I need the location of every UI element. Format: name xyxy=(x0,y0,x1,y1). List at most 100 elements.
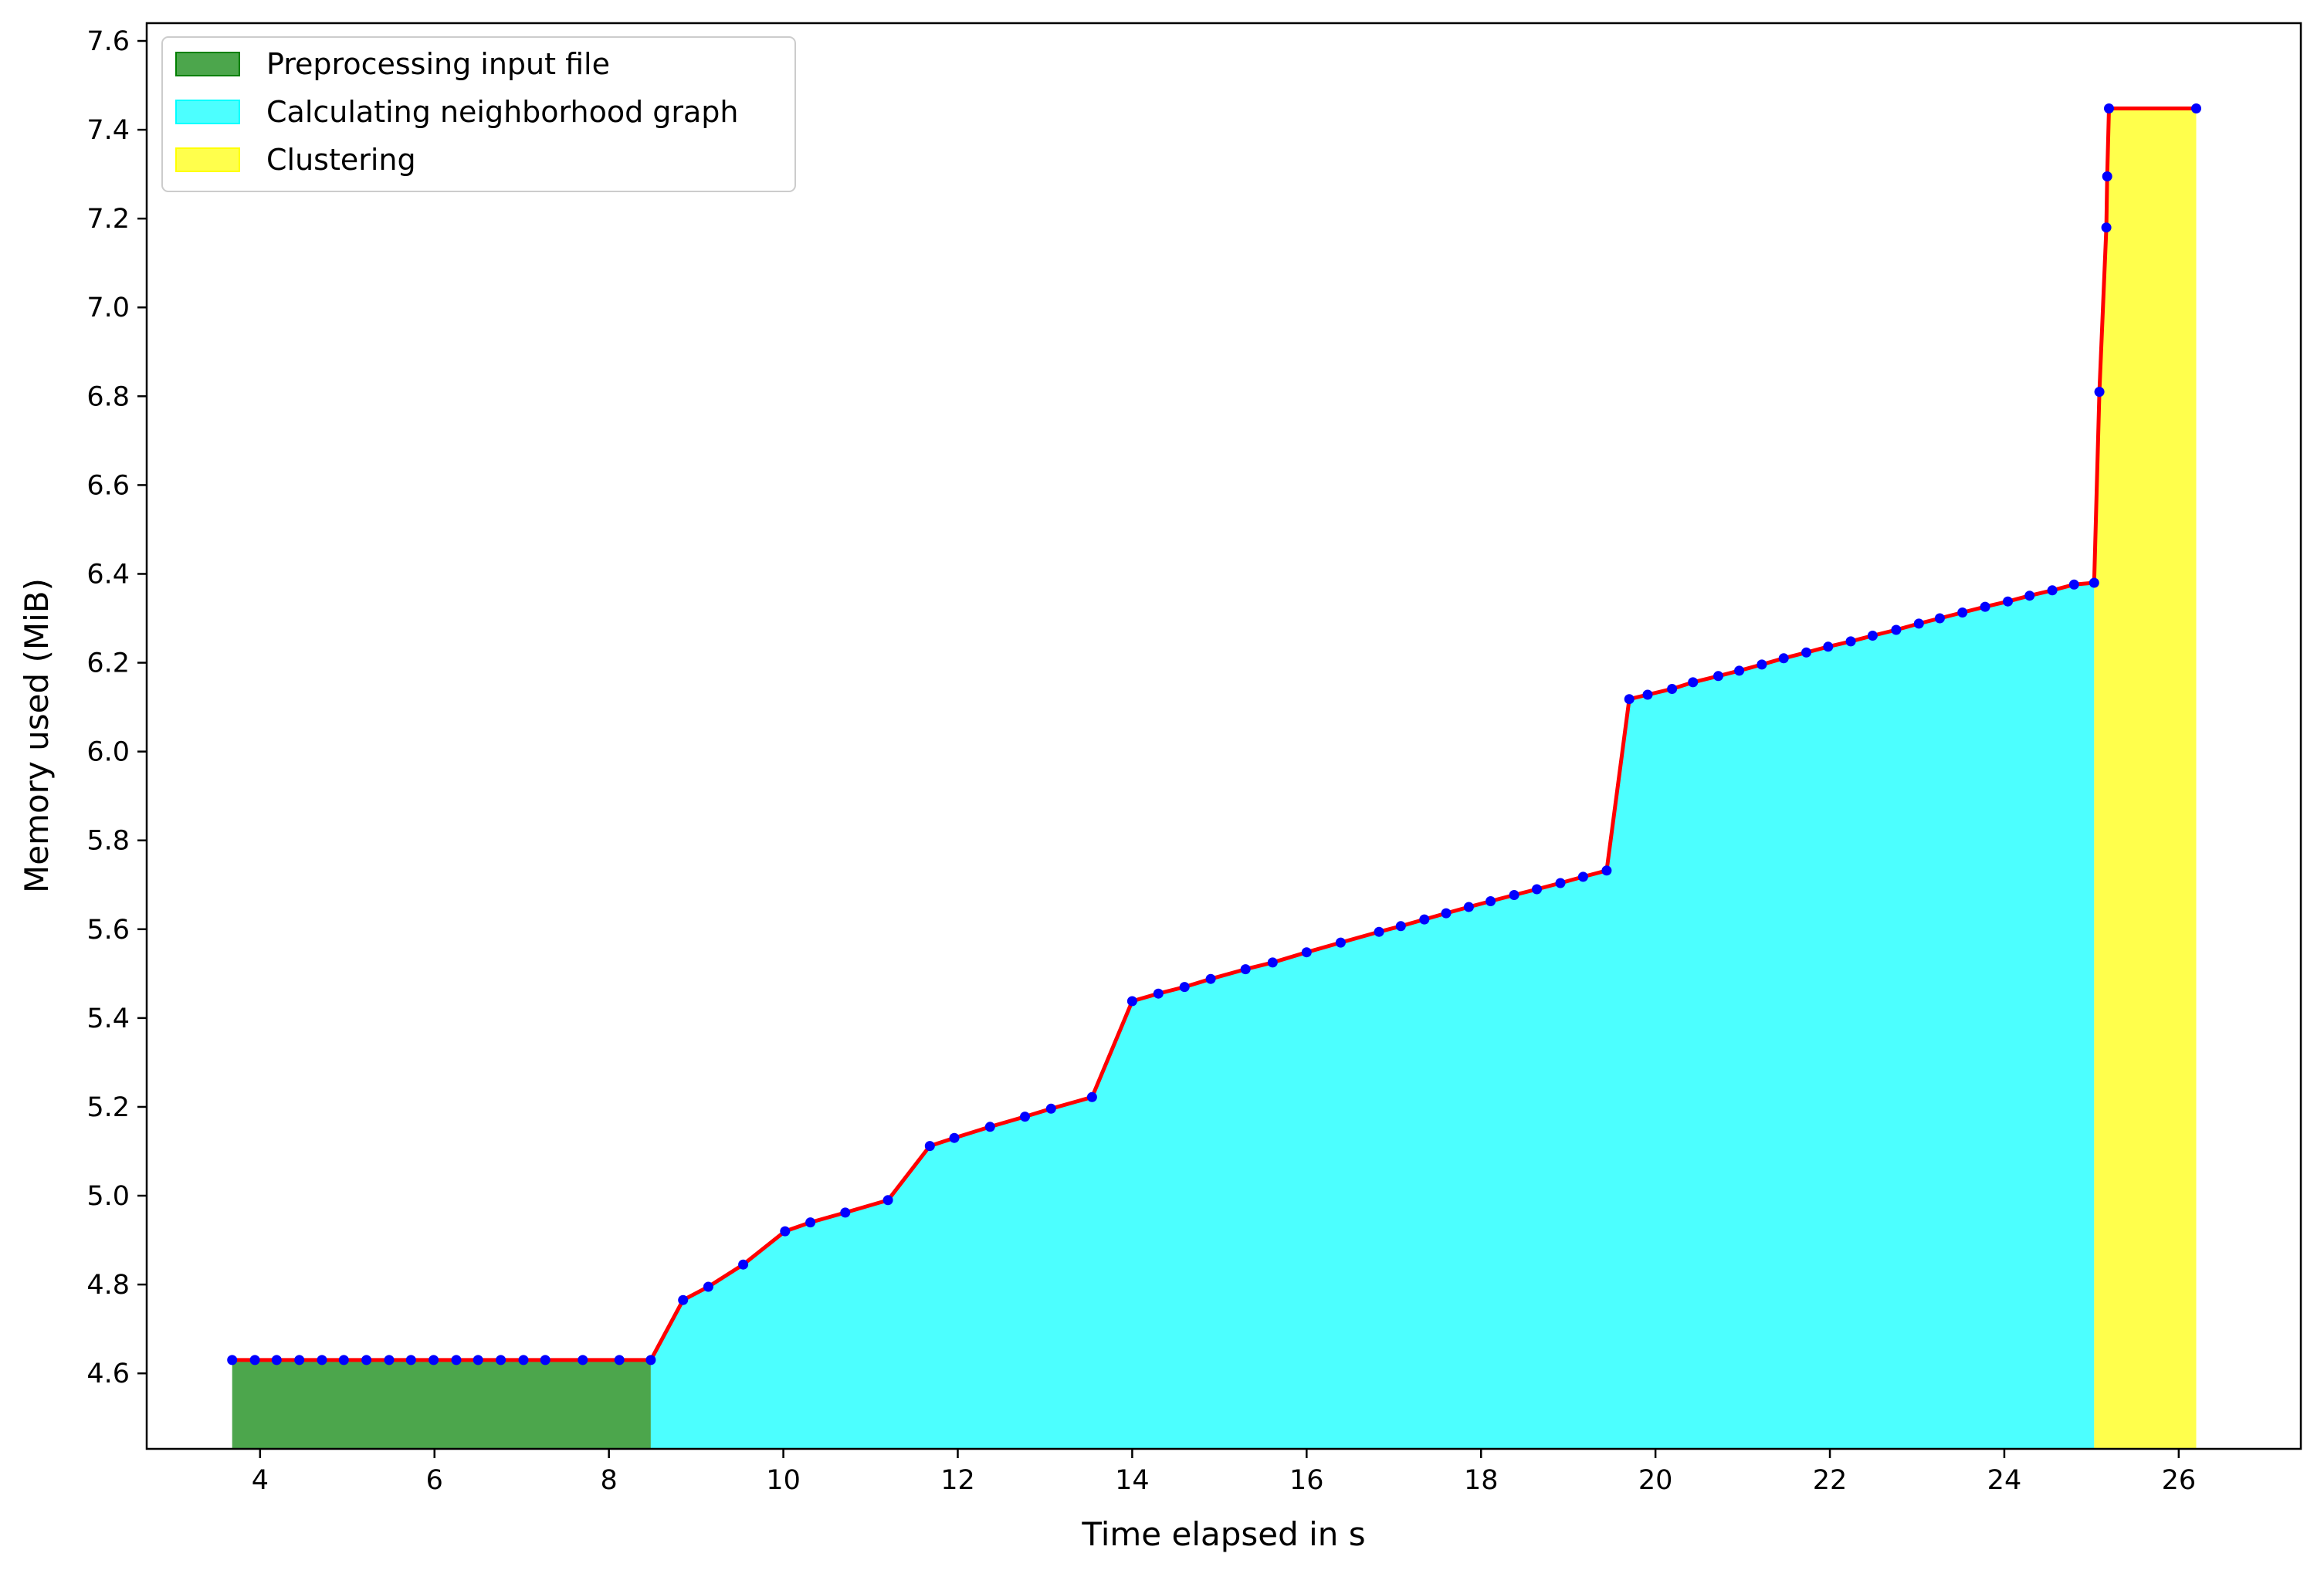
data-point-67 xyxy=(1980,601,1990,612)
x-tick-label-20: 20 xyxy=(1638,1465,1673,1496)
data-point-19 xyxy=(678,1294,689,1305)
data-point-18 xyxy=(645,1355,656,1365)
data-point-64 xyxy=(1913,618,1924,629)
y-tick-label-6.4: 6.4 xyxy=(86,559,130,590)
y-tick-label-5.2: 5.2 xyxy=(86,1092,130,1123)
data-point-32 xyxy=(1126,996,1137,1007)
y-tick-label-6.6: 6.6 xyxy=(86,470,130,501)
x-tick-label-26: 26 xyxy=(2162,1465,2197,1496)
phase-area-2 xyxy=(650,583,2095,1449)
x-tick-label-8: 8 xyxy=(601,1465,618,1496)
data-point-36 xyxy=(1240,964,1251,975)
plot-frame xyxy=(145,22,2302,1450)
memory-series-markers xyxy=(227,103,2201,1365)
data-point-61 xyxy=(1845,636,1856,647)
legend: Preprocessing input file Calculating neig… xyxy=(161,36,796,192)
data-point-25 xyxy=(883,1195,893,1206)
data-point-23 xyxy=(805,1217,816,1228)
data-point-28 xyxy=(984,1122,995,1132)
phase-area-3 xyxy=(2094,108,2197,1449)
data-point-44 xyxy=(1463,902,1474,912)
data-point-20 xyxy=(703,1281,713,1292)
data-point-57 xyxy=(1757,659,1767,670)
data-point-69 xyxy=(2024,591,2035,601)
data-point-4 xyxy=(294,1355,305,1365)
data-point-38 xyxy=(1301,947,1312,958)
data-point-10 xyxy=(429,1355,439,1365)
legend-box xyxy=(161,36,796,192)
x-tick-label-14: 14 xyxy=(1115,1465,1150,1496)
data-point-24 xyxy=(840,1207,851,1218)
data-point-75 xyxy=(2102,171,2112,181)
legend-swatch-3 xyxy=(175,147,240,172)
y-axis-ticks: 4.6 4.8 5.0 5.2 5.4 5.6 5.8 6.0 6.2 6.4 6.6 6.8 7.0 7… xyxy=(86,26,147,1389)
y-tick-label-7.4: 7.4 xyxy=(86,115,130,146)
data-point-62 xyxy=(1867,631,1878,641)
data-point-12 xyxy=(473,1355,483,1365)
data-point-70 xyxy=(2047,585,2058,596)
legend-entries: Preprocessing input file Calculating neig… xyxy=(175,47,739,177)
data-point-60 xyxy=(1823,641,1834,652)
y-tick-label-5.4: 5.4 xyxy=(86,1003,130,1034)
data-point-43 xyxy=(1441,908,1452,919)
legend-swatch-2 xyxy=(175,100,240,124)
x-axis-label: Time elapsed in s xyxy=(1081,1515,1365,1553)
data-point-26 xyxy=(924,1141,935,1152)
data-point-59 xyxy=(1801,647,1811,658)
data-point-74 xyxy=(2101,222,2112,233)
x-tick-label-12: 12 xyxy=(940,1465,975,1496)
data-point-45 xyxy=(1486,896,1496,906)
x-tick-label-4: 4 xyxy=(252,1465,269,1496)
y-tick-label-5.6: 5.6 xyxy=(86,915,130,946)
x-tick-label-22: 22 xyxy=(1813,1465,1848,1496)
data-point-68 xyxy=(2003,596,2013,607)
data-point-11 xyxy=(451,1355,462,1365)
data-point-53 xyxy=(1667,684,1678,694)
data-point-51 xyxy=(1624,694,1635,705)
data-point-3 xyxy=(271,1355,282,1365)
data-point-65 xyxy=(1934,613,1945,624)
data-point-30 xyxy=(1045,1103,1056,1114)
data-point-66 xyxy=(1957,607,1968,618)
data-point-29 xyxy=(1020,1112,1030,1122)
data-point-37 xyxy=(1267,957,1278,968)
data-point-46 xyxy=(1509,890,1519,900)
y-tick-label-4.8: 4.8 xyxy=(86,1270,130,1301)
data-point-49 xyxy=(1577,871,1588,882)
data-point-52 xyxy=(1642,689,1653,700)
y-tick-label-5.0: 5.0 xyxy=(86,1181,130,1212)
data-point-16 xyxy=(578,1355,588,1365)
data-point-35 xyxy=(1205,973,1216,984)
data-point-27 xyxy=(949,1132,960,1143)
data-point-71 xyxy=(2068,579,2079,590)
data-point-77 xyxy=(2191,103,2201,113)
data-point-21 xyxy=(738,1259,749,1270)
data-point-1 xyxy=(227,1355,238,1365)
data-point-47 xyxy=(1532,884,1542,895)
data-point-7 xyxy=(361,1355,372,1365)
legend-label-2: Calculating neighborhood graph xyxy=(266,95,739,129)
phase-areas xyxy=(232,108,2197,1449)
x-tick-label-24: 24 xyxy=(1987,1465,2022,1496)
data-point-39 xyxy=(1335,937,1346,948)
data-point-14 xyxy=(518,1355,529,1365)
data-point-56 xyxy=(1734,665,1745,676)
data-point-8 xyxy=(384,1355,395,1365)
data-point-22 xyxy=(780,1226,791,1237)
data-point-58 xyxy=(1778,653,1789,664)
data-point-41 xyxy=(1395,921,1406,932)
data-point-40 xyxy=(1374,926,1384,937)
data-point-63 xyxy=(1891,624,1902,635)
y-axis-label: Memory used (MiB) xyxy=(18,578,56,893)
phase-area-1 xyxy=(232,1359,651,1449)
y-tick-label-7.0: 7.0 xyxy=(86,293,130,323)
data-point-6 xyxy=(338,1355,349,1365)
y-tick-label-6.0: 6.0 xyxy=(86,737,130,768)
x-tick-label-6: 6 xyxy=(426,1465,443,1496)
y-tick-label-6.2: 6.2 xyxy=(86,648,130,679)
data-point-55 xyxy=(1713,671,1723,682)
data-point-72 xyxy=(2089,577,2099,588)
x-tick-label-16: 16 xyxy=(1289,1465,1324,1496)
data-point-15 xyxy=(540,1355,551,1365)
data-point-5 xyxy=(317,1355,327,1365)
